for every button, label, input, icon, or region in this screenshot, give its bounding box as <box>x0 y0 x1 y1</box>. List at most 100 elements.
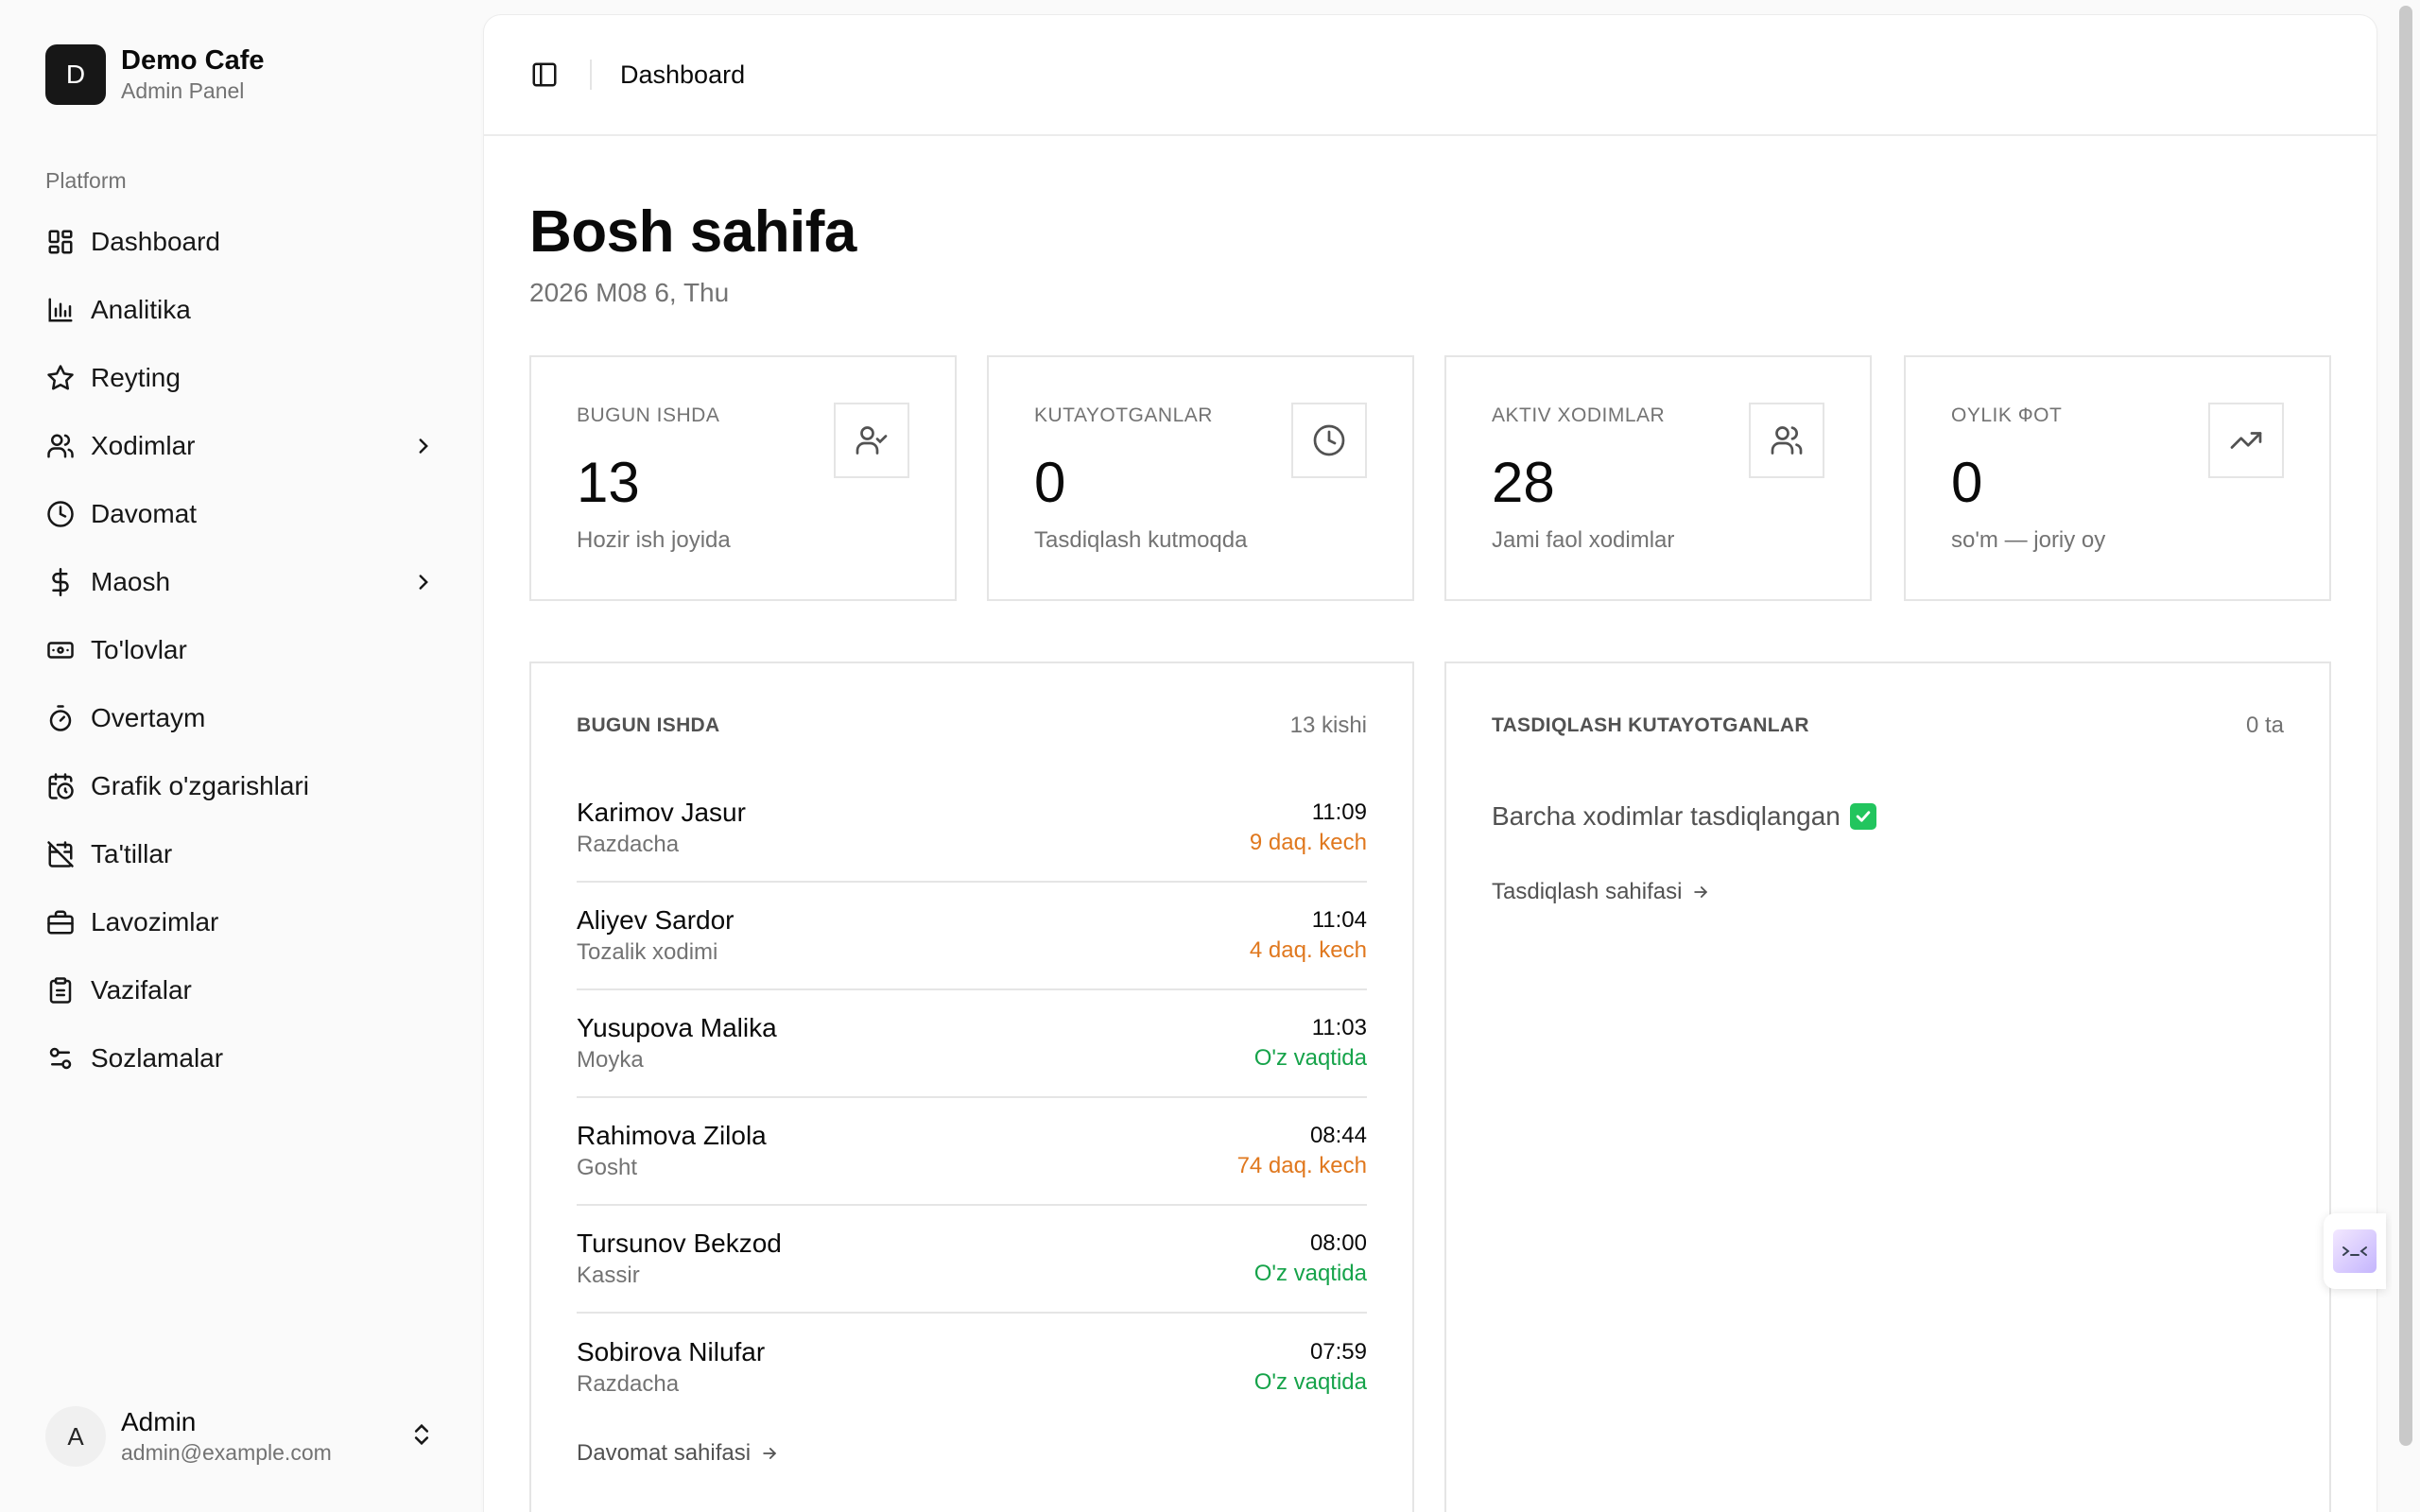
avatar: A <box>45 1406 106 1467</box>
clock-icon <box>45 499 76 529</box>
panel-count: 0 ta <box>2245 713 2284 738</box>
list-item[interactable]: Sobirova Nilufar Razdacha 07:59 O'z vaqtid… <box>577 1314 1367 1421</box>
chevrons-up-down-icon[interactable] <box>408 1421 435 1452</box>
list-item[interactable]: Yusupova Malika Moyka 11:03 O'z vaqtida <box>577 990 1367 1098</box>
sidebar-item-label: Xodimlar <box>91 431 196 460</box>
check-in-time: 08:44 <box>1309 1123 1367 1148</box>
scrollbar[interactable] <box>2392 0 2420 1512</box>
sidebar-item-vazifalar[interactable]: Vazifalar <box>30 956 452 1024</box>
stat-label: KUTAYOTGANLAR <box>1034 404 1213 426</box>
page-title: Bosh sahifa <box>529 199 856 265</box>
breadcrumb: Dashboard <box>620 60 746 89</box>
check-in-time: 08:00 <box>1309 1230 1367 1256</box>
nav-group-label: Platform <box>45 168 127 193</box>
sidebar-item-label: Maosh <box>91 567 171 596</box>
status-text: O'z vaqtida <box>1253 1369 1367 1395</box>
sidebar-item-label: Lavozimlar <box>91 907 219 936</box>
chevron-right-icon[interactable] <box>408 431 439 461</box>
chevron-right-icon[interactable] <box>408 567 439 597</box>
check-in-time: 11:04 <box>1311 907 1367 933</box>
sidebar-item-reyting[interactable]: Reyting <box>30 344 452 412</box>
arrow-right-icon <box>1694 886 1708 898</box>
pending-panel: TASDIQLASH KUTAYOTGANLAR 0 ta Barcha xod… <box>1444 662 2331 1512</box>
check-mark-icon <box>1849 803 1876 830</box>
sidebar-item-xodimlar[interactable]: Xodimlar <box>30 412 452 480</box>
list-item[interactable]: Karimov Jasur Razdacha 11:09 9 daq. kech <box>577 775 1367 883</box>
sidebar-item-label: Dashboard <box>91 227 220 256</box>
sidebar-item-label: Davomat <box>91 499 198 528</box>
employee-role: Moyka <box>577 1047 644 1073</box>
trending-up-icon <box>2208 403 2284 478</box>
status-text: 9 daq. kech <box>1249 830 1367 855</box>
clipboard-icon <box>45 975 76 1005</box>
sidebar-item-label: Ta'tillar <box>91 839 173 868</box>
briefcase-icon <box>45 907 76 937</box>
sidebar-item-analitika[interactable]: Analitika <box>30 276 452 344</box>
stat-card-active: AKTIV XODIMLAR 28 Jami faol xodimlar <box>1444 355 1872 601</box>
stat-card-payroll: OYLIK ФОТ 0 so'm — joriy oy <box>1904 355 2331 601</box>
sidebar-toggle-button[interactable] <box>518 48 571 101</box>
employee-name: Yusupova Malika <box>577 1013 777 1042</box>
employee-role: Gosht <box>577 1155 638 1180</box>
attendance-page-link[interactable]: Davomat sahifasi <box>577 1440 779 1467</box>
panel-count: 13 kishi <box>1289 713 1367 738</box>
arrow-right-icon <box>763 1448 777 1459</box>
list-item[interactable]: Tursunov Bekzod Kassir 08:00 O'z vaqtida <box>577 1206 1367 1314</box>
panel-header: TASDIQLASH KUTAYOTGANLAR 0 ta <box>1492 713 2284 739</box>
sidebar-item-dashboard[interactable]: Dashboard <box>30 208 452 276</box>
scrollbar-thumb[interactable] <box>2399 6 2412 1446</box>
sidebar-item-tolovlar[interactable]: To'lovlar <box>30 616 452 684</box>
employee-name: Sobirova Nilufar <box>577 1337 766 1366</box>
brand[interactable]: D Demo Cafe Admin Panel <box>45 44 265 105</box>
check-in-time: 11:09 <box>1311 799 1367 825</box>
check-in-time: 07:59 <box>1309 1339 1367 1365</box>
status-text: 4 daq. kech <box>1249 937 1367 963</box>
employee-role: Razdacha <box>577 832 680 857</box>
users-icon <box>1749 403 1824 478</box>
widget-icon <box>2333 1229 2377 1273</box>
user-menu[interactable]: A Admin admin@example.com <box>30 1399 452 1474</box>
sidebar-item-maosh[interactable]: Maosh <box>30 548 452 616</box>
link-label: Tasdiqlash sahifasi <box>1492 879 1683 904</box>
panel-header: BUGUN ISHDA 13 kishi <box>577 713 1367 739</box>
list-item[interactable]: Rahimova Zilola Gosht 08:44 74 daq. kech <box>577 1098 1367 1206</box>
employee-name: Rahimova Zilola <box>577 1121 767 1150</box>
dashboard-content: Bosh sahifa 2026 M08 6, Thu BUGUN ISHDA … <box>529 136 2331 1512</box>
empty-state-message: Barcha xodimlar tasdiqlangan <box>1492 801 1876 832</box>
sidebar-item-davomat[interactable]: Davomat <box>30 480 452 548</box>
sidebar-item-grafik[interactable]: Grafik o'zgarishlari <box>30 752 452 820</box>
user-name: Admin <box>121 1407 197 1436</box>
floating-widget-button[interactable] <box>2324 1213 2386 1289</box>
calendar-clock-icon <box>45 771 76 801</box>
user-email: admin@example.com <box>121 1440 332 1465</box>
bar-chart-icon <box>45 295 76 325</box>
brand-text: Demo Cafe Admin Panel <box>121 44 265 105</box>
sidebar-item-lavozimlar[interactable]: Lavozimlar <box>30 888 452 956</box>
approval-page-link[interactable]: Tasdiqlash sahifasi <box>1492 879 1710 905</box>
stat-value: 28 <box>1492 451 1555 514</box>
banknote-icon <box>45 635 76 665</box>
calendar-off-icon <box>45 839 76 869</box>
sidebar-item-label: Grafik o'zgarishlari <box>91 771 309 800</box>
stat-label: AKTIV XODIMLAR <box>1492 404 1666 426</box>
stat-subtitle: Jami faol xodimlar <box>1492 527 1675 553</box>
sidebar-item-label: Vazifalar <box>91 975 192 1005</box>
stat-label: OYLIK ФОТ <box>1951 404 2063 426</box>
stat-card-pending: KUTAYOTGANLAR 0 Tasdiqlash kutmoqda <box>987 355 1414 601</box>
employee-name: Karimov Jasur <box>577 798 746 827</box>
main-panel: Dashboard Bosh sahifa 2026 M08 6, Thu BU… <box>484 15 2377 1512</box>
link-label: Davomat sahifasi <box>577 1440 752 1466</box>
page-date: 2026 M08 6, Thu <box>529 278 730 307</box>
brand-logo: D <box>45 44 106 105</box>
stats-row: BUGUN ISHDA 13 Hozir ish joyida KUTAYOTG… <box>529 355 2331 601</box>
dashboard-icon <box>45 227 76 257</box>
sidebar-nav: Dashboard Analitika Reyting Xodimlar <box>30 208 452 1092</box>
stat-value: 0 <box>1034 451 1066 514</box>
list-item[interactable]: Aliyev Sardor Tozalik xodimi 11:04 4 daq. … <box>577 883 1367 990</box>
attendance-list: Karimov Jasur Razdacha 11:09 9 daq. kech A… <box>577 775 1367 1421</box>
panel-title: TASDIQLASH KUTAYOTGANLAR <box>1492 714 1809 736</box>
sidebar-item-sozlamalar[interactable]: Sozlamalar <box>30 1024 452 1092</box>
sidebar-item-tatillar[interactable]: Ta'tillar <box>30 820 452 888</box>
sidebar-item-overtaym[interactable]: Overtaym <box>30 684 452 752</box>
status-text: O'z vaqtida <box>1253 1261 1367 1286</box>
